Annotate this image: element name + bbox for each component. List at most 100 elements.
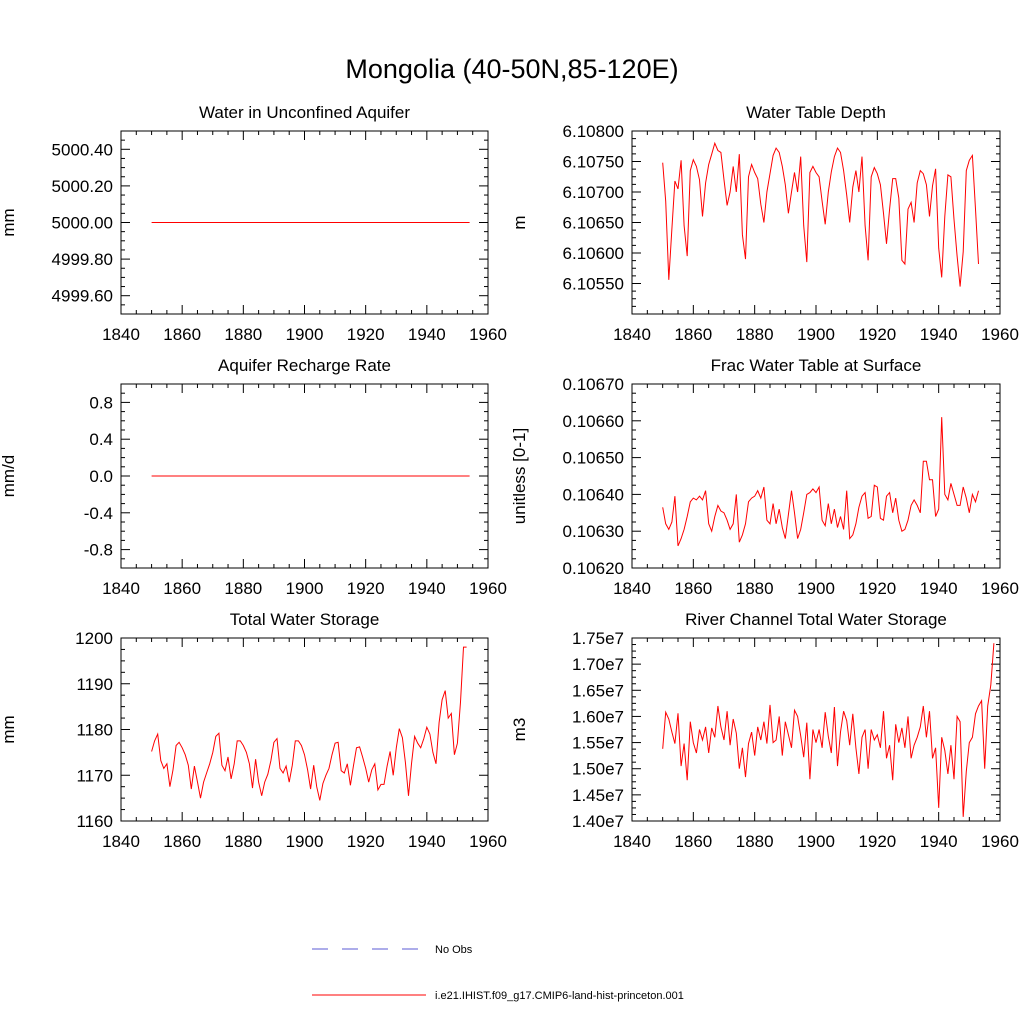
x-tick-label: 1900 (797, 325, 835, 344)
x-tick-label: 1940 (408, 325, 446, 344)
x-tick-label: 1960 (981, 579, 1019, 598)
x-tick-label: 1960 (469, 325, 507, 344)
x-tick-label: 1940 (920, 832, 958, 851)
x-tick-label: 1920 (858, 579, 896, 598)
y-tick-label: 0.10620 (563, 559, 624, 578)
legend-label-0: No Obs (435, 944, 473, 956)
x-tick-label: 1880 (224, 579, 262, 598)
y-tick-label: 1.65e7 (572, 681, 624, 700)
y-axis-label: mm (0, 208, 18, 236)
x-tick-label: 1940 (408, 832, 446, 851)
x-tick-label: 1900 (797, 579, 835, 598)
x-tick-label: 1900 (286, 832, 324, 851)
x-tick-label: 1840 (613, 325, 651, 344)
y-tick-label: 0.8 (89, 393, 113, 412)
y-tick-label: 0.10630 (563, 522, 624, 541)
x-tick-label: 1900 (286, 579, 324, 598)
y-tick-label: 6.10750 (563, 153, 624, 172)
panel-title: Total Water Storage (230, 610, 380, 629)
x-tick-label: 1860 (674, 325, 712, 344)
figure-title: Mongolia (40-50N,85-120E) (345, 54, 679, 84)
y-axis-label: mm (0, 715, 18, 743)
x-tick-label: 1840 (102, 579, 140, 598)
y-tick-label: 0.10640 (563, 485, 624, 504)
y-axis-label: m (510, 215, 529, 229)
y-tick-label: -0.8 (84, 541, 113, 560)
x-tick-label: 1840 (613, 832, 651, 851)
panel-4: Total Water Storage mm 1840 1860 1880 1900 192… (0, 610, 507, 851)
y-tick-label: 4999.80 (52, 250, 113, 269)
x-tick-label: 1960 (469, 832, 507, 851)
y-axis-label: m3 (510, 718, 529, 742)
x-tick-label: 1860 (163, 832, 201, 851)
y-tick-label: 1.75e7 (572, 629, 624, 648)
x-tick-label: 1940 (920, 579, 958, 598)
y-tick-label: 6.10650 (563, 214, 624, 233)
x-tick-label: 1940 (920, 325, 958, 344)
y-tick-label: 0.10650 (563, 449, 624, 468)
panel-title: Frac Water Table at Surface (711, 356, 922, 375)
y-tick-label: 0.0 (89, 467, 113, 486)
x-tick-label: 1960 (469, 579, 507, 598)
x-tick-label: 1920 (347, 579, 385, 598)
y-tick-label: 6.10700 (563, 183, 624, 202)
y-tick-label: 1.45e7 (572, 786, 624, 805)
y-tick-label: 0.10660 (563, 412, 624, 431)
plot-frame (631, 383, 1001, 569)
x-tick-label: 1860 (674, 579, 712, 598)
x-tick-label: 1960 (981, 832, 1019, 851)
x-tick-label: 1880 (224, 832, 262, 851)
x-tick-label: 1840 (102, 832, 140, 851)
y-tick-label: 1170 (76, 766, 113, 785)
x-tick-label: 1920 (347, 325, 385, 344)
panel-title: River Channel Total Water Storage (685, 610, 947, 629)
panel-title: Water in Unconfined Aquifer (199, 103, 410, 122)
y-tick-label: 1.50e7 (572, 760, 624, 779)
y-tick-label: 6.10800 (563, 122, 624, 141)
series-line (662, 141, 979, 287)
x-tick-label: 1880 (224, 325, 262, 344)
plot-frame (120, 637, 489, 822)
x-tick-label: 1920 (347, 832, 385, 851)
y-tick-label: 4999.60 (52, 287, 113, 306)
y-tick-label: 1160 (76, 812, 113, 831)
y-tick-label: 6.10600 (563, 244, 624, 263)
y-tick-label: 1180 (76, 721, 113, 740)
x-tick-label: 1860 (163, 325, 201, 344)
series-line (151, 646, 467, 801)
y-tick-label: 6.10550 (563, 275, 624, 294)
x-tick-label: 1880 (736, 579, 774, 598)
y-tick-label: 1.60e7 (572, 707, 624, 726)
x-tick-label: 1900 (797, 832, 835, 851)
panel-2: Aquifer Recharge Rate mm/d 1840 1860 1880 190… (0, 356, 507, 598)
x-tick-label: 1920 (858, 832, 896, 851)
series-line (662, 417, 979, 547)
panel-title: Aquifer Recharge Rate (218, 356, 391, 375)
x-tick-label: 1920 (858, 325, 896, 344)
y-tick-label: 1.55e7 (572, 734, 624, 753)
panel-3: Frac Water Table at Surface unitless [0-1… (510, 356, 1019, 598)
x-tick-label: 1840 (613, 579, 651, 598)
x-tick-label: 1860 (674, 832, 712, 851)
y-tick-label: 0.10670 (563, 375, 624, 394)
y-tick-label: 5000.20 (52, 177, 113, 196)
x-tick-label: 1960 (981, 325, 1019, 344)
plot-frame (631, 637, 1001, 822)
series-line (662, 643, 995, 817)
x-tick-label: 1840 (102, 325, 140, 344)
y-tick-label: 5000.00 (52, 214, 113, 233)
y-axis-label: unitless [0-1] (510, 428, 529, 524)
panel-title: Water Table Depth (746, 103, 886, 122)
y-axis-label: mm/d (0, 455, 18, 498)
panel-0: Water in Unconfined Aquifer mm 1840 1860 188… (0, 103, 507, 344)
panel-1: Water Table Depth m 1840 1860 1880 1900 1920 19… (510, 103, 1019, 344)
legend-label-1: i.e21.IHIST.f09_g17.CMIP6-land-hist-prin… (435, 990, 684, 1002)
y-tick-label: 1.70e7 (572, 655, 624, 674)
x-tick-label: 1880 (736, 832, 774, 851)
y-tick-label: 0.4 (89, 430, 113, 449)
y-tick-label: 1.40e7 (572, 812, 624, 831)
y-tick-label: 1200 (75, 629, 113, 648)
